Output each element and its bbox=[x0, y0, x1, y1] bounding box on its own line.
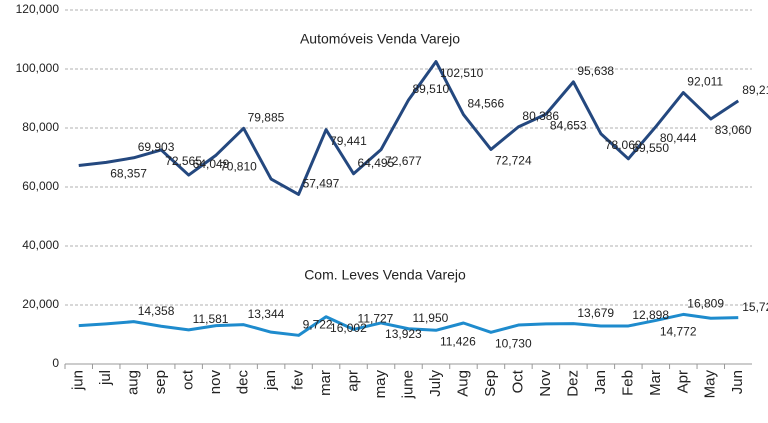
y-tick-label: 60,000 bbox=[22, 179, 59, 193]
data-label: 78,060 bbox=[605, 138, 642, 152]
x-tick-label: Aug bbox=[454, 370, 471, 397]
data-label: 79,885 bbox=[248, 111, 285, 125]
x-tick-label: Jan bbox=[592, 370, 609, 394]
y-tick-label: 0 bbox=[52, 356, 59, 370]
data-label: 84,566 bbox=[467, 97, 504, 111]
x-tick-label: May bbox=[702, 370, 719, 399]
data-label: 69,550 bbox=[632, 141, 669, 155]
data-label: 95,638 bbox=[577, 64, 614, 78]
data-label: 13,923 bbox=[385, 327, 422, 341]
data-label: 11,426 bbox=[440, 334, 476, 348]
y-tick-label: 100,000 bbox=[16, 61, 60, 75]
data-label: 79,441 bbox=[330, 134, 367, 148]
data-label: 16,809 bbox=[687, 297, 724, 311]
data-label: 11,950 bbox=[413, 311, 449, 325]
x-tick-label: Feb bbox=[619, 370, 636, 396]
y-tick-label: 120,000 bbox=[16, 2, 60, 16]
series-name: Com. Leves Venda Varejo bbox=[304, 267, 466, 283]
data-label: 102,510 bbox=[440, 66, 484, 80]
x-tick-label: may bbox=[372, 370, 389, 399]
data-label: 68,357 bbox=[110, 167, 147, 181]
x-tick-label: jul bbox=[97, 370, 114, 386]
data-label: 10,730 bbox=[495, 337, 532, 351]
x-tick-label: Apr bbox=[674, 370, 691, 393]
y-tick-label: 80,000 bbox=[22, 120, 59, 134]
data-label: 11,727 bbox=[358, 312, 394, 326]
x-tick-label: oct bbox=[180, 369, 197, 390]
x-tick-label: sep bbox=[152, 370, 169, 394]
y-tick-label: 40,000 bbox=[22, 238, 59, 252]
data-label: 70,810 bbox=[220, 159, 257, 173]
x-tick-label: fev bbox=[290, 370, 307, 391]
x-tick-label: aug bbox=[125, 370, 142, 395]
x-tick-label: jan bbox=[262, 370, 279, 391]
data-label: 72,724 bbox=[495, 154, 532, 168]
data-label: 83,060 bbox=[715, 123, 752, 137]
x-tick-label: Mar bbox=[647, 370, 664, 396]
y-tick-label: 20,000 bbox=[22, 297, 59, 311]
x-tick-label: mar bbox=[317, 370, 334, 396]
series-name: Automóveis Venda Varejo bbox=[300, 31, 460, 47]
data-label: 13,679 bbox=[577, 306, 614, 320]
data-label: 15,722 bbox=[742, 300, 768, 314]
data-label: 13,344 bbox=[248, 307, 285, 321]
data-label: 72,565 bbox=[165, 154, 202, 168]
x-tick-label: dec bbox=[235, 370, 252, 395]
data-label: 14,358 bbox=[138, 304, 175, 318]
x-tick-label: Dez bbox=[564, 370, 581, 397]
data-label: 69,903 bbox=[138, 140, 175, 154]
data-label: 64,495 bbox=[358, 156, 395, 170]
x-tick-label: Sep bbox=[482, 370, 499, 397]
data-label: 9,722 bbox=[303, 317, 333, 331]
data-label: 72,677 bbox=[385, 154, 422, 168]
x-tick-label: Nov bbox=[537, 370, 554, 397]
data-label: 84,653 bbox=[550, 118, 587, 132]
data-label: 11,581 bbox=[193, 312, 229, 326]
data-label: 92,011 bbox=[687, 75, 723, 89]
data-label: 89,510 bbox=[413, 82, 450, 96]
series-line bbox=[78, 312, 739, 337]
data-label: 80,444 bbox=[660, 131, 697, 145]
x-tick-label: nov bbox=[207, 370, 224, 395]
x-tick-label: jun bbox=[70, 370, 87, 391]
data-label: 14,772 bbox=[660, 325, 697, 339]
x-tick-label: Oct bbox=[509, 369, 526, 393]
x-tick-label: Jun bbox=[729, 370, 746, 394]
data-label: 12,898 bbox=[632, 308, 669, 322]
data-label: 57,497 bbox=[303, 177, 340, 191]
data-label: 80,386 bbox=[522, 109, 559, 123]
x-tick-label: July bbox=[427, 370, 444, 397]
data-label: 64,049 bbox=[193, 157, 230, 171]
x-tick-label: apr bbox=[345, 370, 362, 392]
data-label: 89,210 bbox=[742, 83, 768, 97]
series-line bbox=[78, 60, 740, 196]
data-label: 16,002 bbox=[330, 321, 367, 335]
x-tick-label: june bbox=[399, 370, 416, 399]
